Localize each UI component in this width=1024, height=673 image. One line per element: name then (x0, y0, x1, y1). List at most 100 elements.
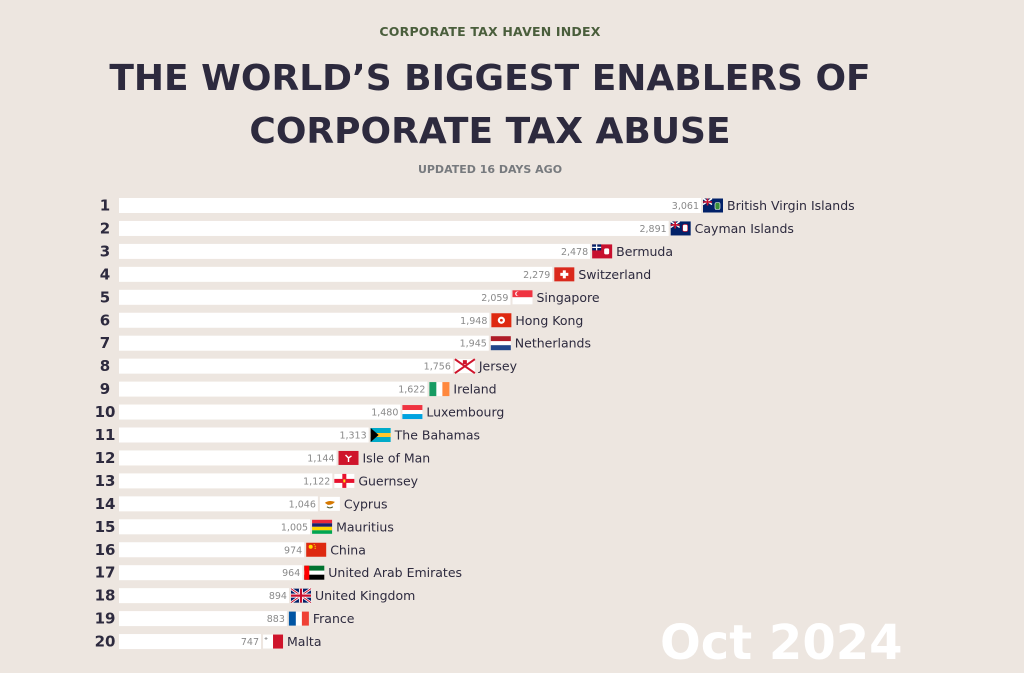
country-label: Netherlands (515, 336, 591, 351)
bar (119, 243, 591, 259)
nl-flag-icon (490, 336, 511, 351)
rank-label: 2 (100, 219, 110, 237)
value-label: 894 (269, 591, 287, 602)
bar (119, 450, 337, 466)
rank-label: 7 (100, 334, 110, 352)
bs-flag-icon (370, 428, 391, 442)
bar (119, 266, 553, 282)
updated-label: UPDATED 16 DAYS AGO (417, 163, 563, 176)
im-flag-icon (338, 450, 359, 465)
mu-flag-icon (312, 519, 333, 534)
bar (119, 381, 428, 397)
ky-flag-icon (670, 220, 691, 236)
country-label: Mauritius (336, 519, 394, 534)
country-label: Jersey (478, 359, 518, 374)
bar (119, 611, 287, 627)
country-label: Cyprus (344, 496, 388, 511)
value-label: 1,144 (307, 453, 334, 464)
rank-label: 14 (95, 495, 116, 513)
value-label: 2,478 (561, 247, 588, 258)
rank-label: 8 (100, 357, 110, 375)
rank-label: 6 (100, 311, 110, 329)
rank-label: 9 (100, 380, 110, 398)
country-label: Guernsey (358, 473, 418, 488)
value-label: 883 (267, 614, 285, 625)
bar (119, 565, 303, 581)
bar (119, 496, 318, 512)
chart-kicker: CORPORATE TAX HAVEN INDEX (379, 24, 601, 39)
ie-flag-icon (429, 382, 450, 397)
bar (119, 312, 490, 328)
value-label: 747 (241, 637, 259, 648)
rank-label: 13 (95, 472, 116, 490)
bar (119, 335, 489, 351)
rank-label: 18 (95, 587, 116, 605)
country-label: Luxembourg (426, 405, 504, 420)
country-label: United Kingdom (315, 588, 415, 603)
bar (119, 358, 453, 374)
cn-flag-icon (306, 542, 327, 557)
bar (119, 220, 669, 236)
rank-label: 11 (95, 426, 116, 444)
bar (119, 542, 305, 558)
rank-label: 19 (95, 610, 116, 628)
country-label: France (313, 611, 355, 626)
value-label: 1,756 (424, 362, 451, 373)
value-label: 3,061 (672, 201, 699, 212)
bar (119, 289, 511, 305)
value-label: 1,005 (281, 522, 308, 533)
country-label: Switzerland (578, 267, 651, 282)
country-label: The Bahamas (394, 428, 480, 443)
gb-flag-icon (290, 587, 312, 604)
rank-label: 12 (95, 449, 116, 467)
value-label: 1,945 (460, 339, 487, 350)
value-label: 2,891 (639, 224, 666, 235)
vg-flag-icon (702, 197, 723, 213)
rank-label: 16 (95, 541, 116, 559)
value-label: 974 (284, 545, 302, 556)
country-label: China (330, 542, 366, 557)
value-label: 2,059 (481, 293, 508, 304)
rank-label: 10 (95, 403, 116, 421)
country-label: Cayman Islands (695, 221, 794, 236)
chart-title-line-2: CORPORATE TAX ABUSE (249, 111, 731, 152)
je-flag-icon (454, 358, 476, 374)
fr-flag-icon (288, 611, 309, 626)
hk-flag-icon (491, 313, 512, 328)
country-label: Ireland (453, 382, 496, 397)
ch-flag-icon (554, 267, 575, 282)
mt-flag-icon (263, 634, 284, 649)
bar (119, 404, 401, 420)
value-label: 1,313 (339, 431, 366, 442)
value-label: 1,122 (303, 476, 330, 487)
bm-flag-icon (592, 244, 613, 259)
date-watermark: Oct 2024 (660, 615, 903, 671)
country-label: Bermuda (616, 244, 673, 259)
rank-label: 17 (95, 564, 116, 582)
country-label: Isle of Man (363, 450, 431, 465)
rank-label: 3 (100, 242, 110, 260)
rank-label: 15 (95, 518, 116, 536)
rank-label: 5 (100, 288, 110, 306)
cy-flag-icon (319, 496, 340, 511)
bar (119, 519, 311, 535)
rank-label: 1 (100, 197, 110, 215)
lu-flag-icon (402, 405, 423, 420)
value-label: 1,480 (371, 408, 398, 419)
bar (119, 427, 369, 443)
country-label: Singapore (536, 290, 599, 305)
value-label: 1,948 (460, 316, 487, 327)
value-label: 2,279 (523, 270, 550, 281)
rank-label: 20 (95, 633, 116, 651)
rank-label: 4 (100, 265, 110, 283)
value-label: 1,046 (289, 499, 316, 510)
bar (119, 634, 262, 650)
bar (119, 588, 289, 604)
country-label: Malta (287, 634, 321, 649)
gg-flag-icon (334, 473, 355, 488)
ae-flag-icon (304, 565, 325, 580)
chart-title-line-1: THE WORLD’S BIGGEST ENABLERS OF (109, 58, 871, 99)
chart-title: THE WORLD’S BIGGEST ENABLERS OF CORPORAT… (0, 52, 980, 158)
bar (119, 198, 701, 213)
